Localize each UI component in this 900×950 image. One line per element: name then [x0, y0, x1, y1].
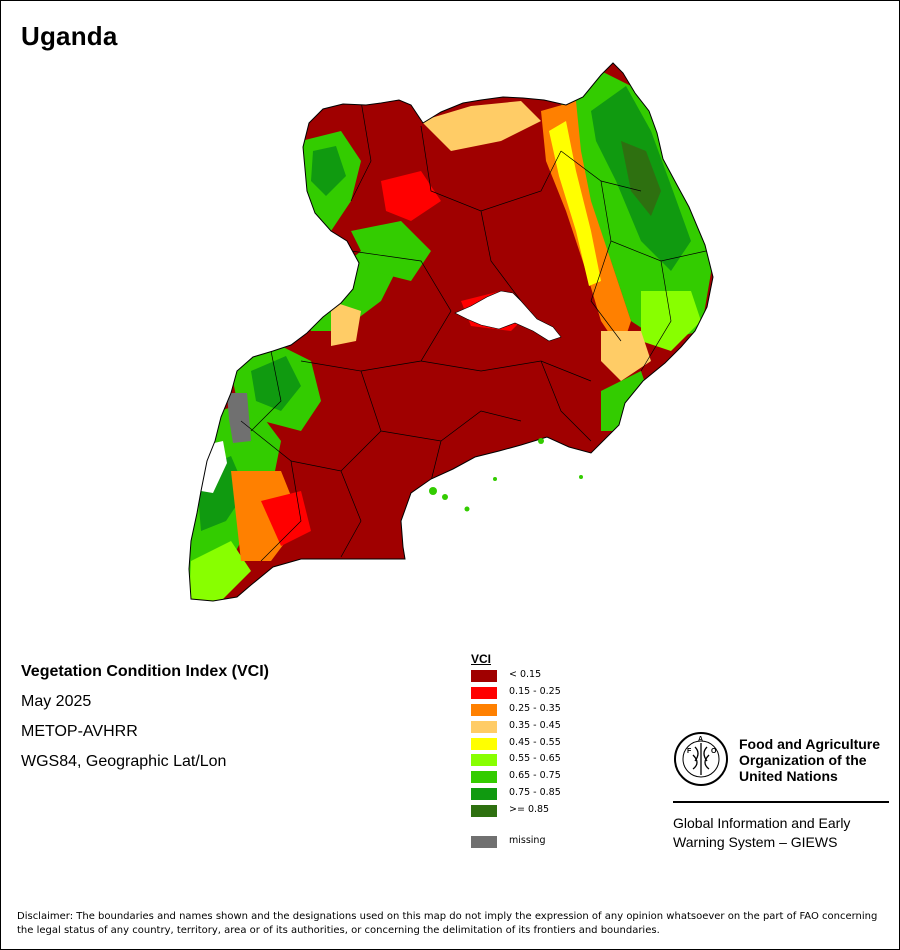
legend-swatch	[471, 805, 497, 818]
legend-swatch	[471, 686, 497, 699]
legend-swatch	[471, 737, 497, 750]
legend-label: 0.15 - 0.25	[509, 685, 561, 697]
vci-legend: VCI < 0.15 0.15 - 0.25 0.25 - 0.35 0.35 - 0…	[471, 652, 611, 848]
legend-label: 0.65 - 0.75	[509, 770, 561, 782]
sensor: METOP-AVHRR	[21, 723, 138, 740]
legend-swatch	[471, 771, 497, 784]
legend-label: < 0.15	[509, 669, 542, 680]
legend-swatch	[471, 720, 497, 733]
legend-item: 0.55 - 0.65	[471, 752, 611, 769]
svg-text:A: A	[698, 736, 703, 743]
period: May 2025	[21, 693, 92, 710]
legend-item: 0.25 - 0.35	[471, 702, 611, 719]
map-info: Vegetation Condition Index (VCI) May 202…	[21, 657, 421, 777]
disclaimer: Disclaimer: The boundaries and names sho…	[17, 911, 878, 936]
legend-label: 0.35 - 0.45	[509, 719, 561, 731]
legend-swatch	[471, 754, 497, 767]
map-title: Uganda	[21, 21, 118, 51]
giews-name-line: Warning System – GIEWS	[673, 834, 838, 850]
projection: WGS84, Geographic Lat/Lon	[21, 753, 227, 770]
legend-label: >= 0.85	[509, 804, 550, 816]
legend-item: 0.15 - 0.25	[471, 685, 611, 702]
divider	[673, 801, 889, 803]
lake-kyoga	[454, 290, 562, 342]
svg-text:F: F	[687, 748, 692, 755]
fao-block: F A O Food and Agriculture Organization …	[673, 731, 889, 861]
legend-items: < 0.15 0.15 - 0.25 0.25 - 0.35 0.35 - 0.45 0…	[471, 668, 611, 820]
legend-swatch	[471, 703, 497, 716]
fao-logo-icon: F A O	[674, 732, 728, 786]
legend-item: < 0.15	[471, 668, 611, 685]
legend-label: 0.45 - 0.55	[509, 736, 561, 748]
legend-title: VCI	[471, 652, 492, 666]
fao-name-line: Organization of the	[739, 752, 867, 768]
giews-name-line: Global Information and Early	[673, 815, 851, 831]
legend-label: 0.25 - 0.35	[509, 702, 561, 714]
giews-name: Global Information and Early Warning Sys…	[673, 814, 850, 852]
fao-name-line: Food and Agriculture	[739, 736, 881, 752]
legend-item: 0.35 - 0.45	[471, 719, 611, 736]
legend-label: 0.75 - 0.85	[509, 787, 561, 799]
fao-name-line: United Nations	[739, 768, 838, 784]
legend-item-missing: missing	[471, 834, 611, 850]
legend-item: 0.45 - 0.55	[471, 736, 611, 753]
svg-text:O: O	[711, 748, 717, 755]
legend-item: >= 0.85	[471, 803, 611, 820]
legend-item: 0.75 - 0.85	[471, 786, 611, 803]
legend-swatch-missing	[471, 836, 497, 848]
legend-label: 0.55 - 0.65	[509, 753, 561, 765]
legend-swatch	[471, 788, 497, 801]
fao-name: Food and Agriculture Organization of the…	[739, 736, 880, 784]
legend-item: 0.65 - 0.75	[471, 769, 611, 786]
legend-label-missing: missing	[509, 835, 546, 846]
index-name: Vegetation Condition Index (VCI)	[21, 663, 269, 680]
uganda-vci-map	[188, 62, 714, 602]
legend-swatch	[471, 670, 497, 682]
